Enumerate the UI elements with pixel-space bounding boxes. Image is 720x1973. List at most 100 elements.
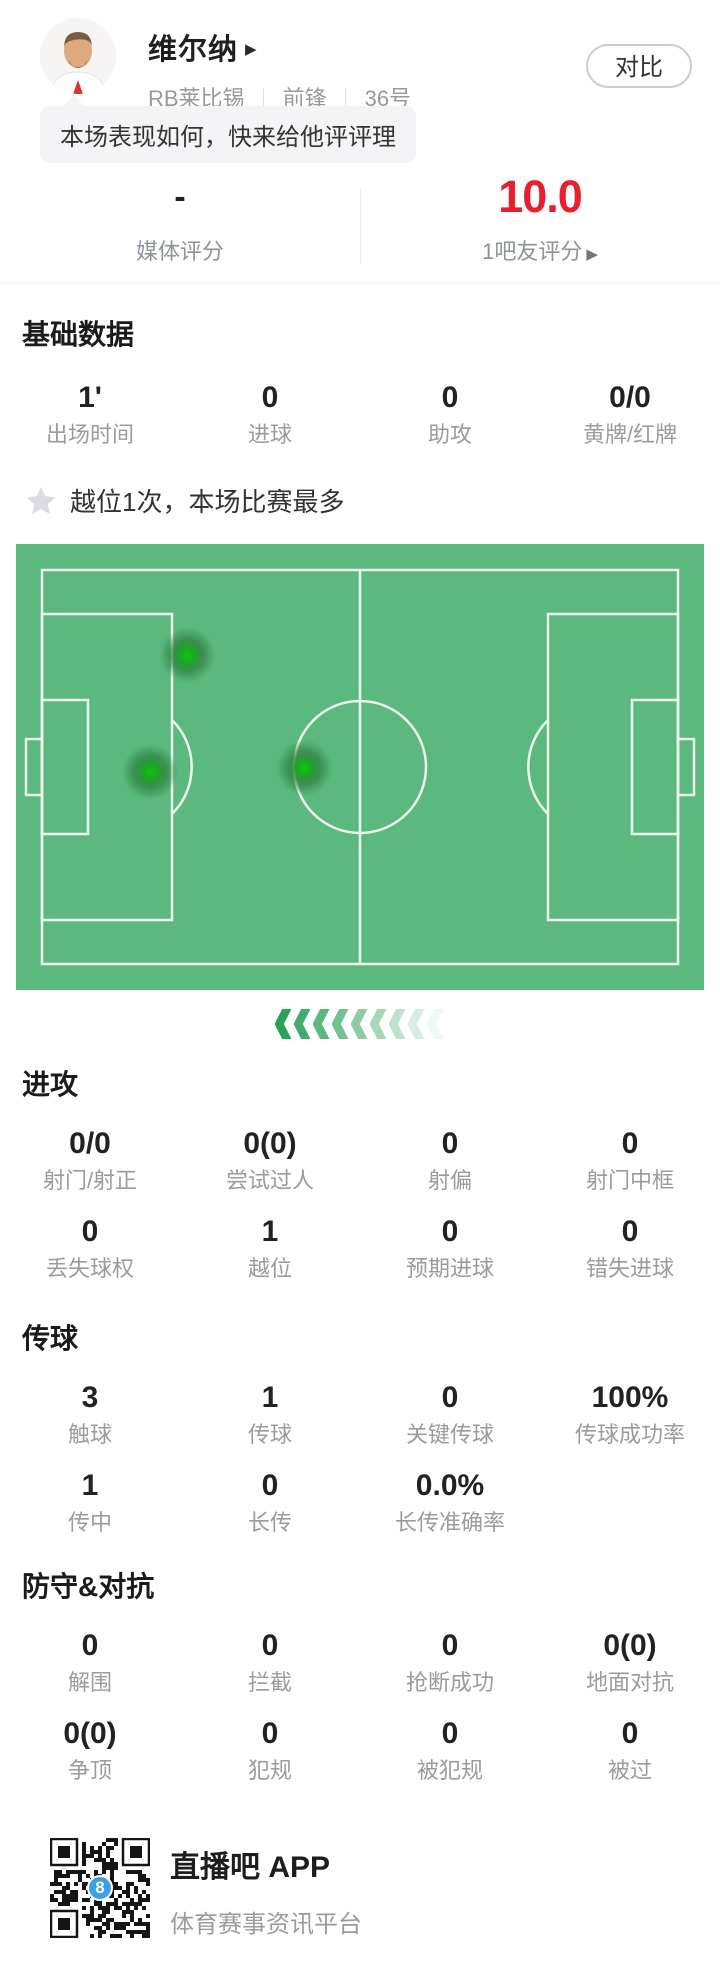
stat-cell: 0 犯规 (180, 1716, 360, 1786)
stat-cell: 0 错失进球 (540, 1214, 720, 1284)
app-tagline: 体育赛事资讯平台 (170, 1911, 362, 1938)
stat-value: 0 (441, 381, 459, 414)
meta-separator: ｜ (253, 88, 274, 111)
vertical-divider (360, 188, 361, 264)
stat-value: 0/0 (69, 1127, 111, 1160)
stat-value: 0(0) (603, 1629, 657, 1662)
stat-label: 犯规 (247, 1758, 292, 1783)
stat-label: 尝试过人 (225, 1168, 314, 1193)
stat-cell: 0 拦截 (180, 1628, 360, 1698)
stat-cell-empty (540, 1468, 720, 1538)
pitch-lines (24, 568, 696, 966)
footer-text: 直播吧 APP 体育赛事资讯平台 (170, 1842, 362, 1939)
basic-data-title: 基础数据 (22, 319, 135, 350)
chevron-left-icon (369, 1009, 387, 1039)
stat-value: 0 (81, 1215, 99, 1248)
player-avatar[interactable] (40, 18, 116, 94)
section-divider (0, 283, 720, 284)
stat-value: 1' (78, 381, 102, 414)
attack-row-1: 0/0 射门/射正 0(0) 尝试过人 0 射偏 0 射门中框 (0, 1126, 720, 1196)
media-rating-label: 媒体评分 (135, 239, 224, 264)
stat-label: 地面对抗 (585, 1670, 674, 1695)
chevron-left-icon (350, 1009, 368, 1039)
stat-label: 长传准确率 (394, 1510, 505, 1535)
basic-data-row: 1' 出场时间 0 进球 0 助攻 0/0 黄牌/红牌 (0, 380, 720, 450)
stat-cell: 1 越位 (180, 1214, 360, 1284)
player-name-link[interactable]: 维尔纳 ▶ (148, 26, 411, 68)
app-promo-footer: 8 直播吧 APP 体育赛事资讯平台 (0, 1836, 720, 1956)
stat-cell: 0 射门中框 (540, 1126, 720, 1196)
stat-cell: 0/0 黄牌/红牌 (540, 380, 720, 450)
stat-value: 0.0% (415, 1469, 485, 1502)
meta-separator: ｜ (335, 88, 356, 111)
stat-value: 1 (81, 1469, 99, 1502)
star-icon (26, 486, 56, 514)
stat-cell: 0/0 射门/射正 (0, 1126, 180, 1196)
stat-cell: 1 传中 (0, 1468, 180, 1538)
stat-value: 0(0) (63, 1717, 117, 1750)
stat-value: 0 (621, 1717, 639, 1750)
player-header: 维尔纳 ▶ RB莱比锡 ｜ 前锋 ｜ 36号 对比 (0, 16, 720, 111)
stat-label: 拦截 (247, 1670, 292, 1695)
defense-title: 防守&对抗 (22, 1571, 155, 1602)
stat-value: 100% (591, 1381, 669, 1414)
stat-value: 1 (261, 1381, 279, 1414)
chevron-left-icon (388, 1009, 406, 1039)
heat-spot (122, 743, 179, 800)
attack-section: 进攻 0/0 射门/射正 0(0) 尝试过人 0 射偏 0 射门中框 0 丢失球权 1 越位… (0, 1068, 720, 1284)
stat-label: 出场时间 (45, 422, 134, 447)
stat-cell: 0(0) 尝试过人 (180, 1126, 360, 1196)
passing-title: 传球 (22, 1323, 79, 1354)
highlight-note: 越位1次，本场比赛最多 (22, 482, 698, 519)
defense-row-2: 0(0) 争顶 0 犯规 0 被犯规 0 被过 (0, 1716, 720, 1786)
attack-row-2: 0 丢失球权 1 越位 0 预期进球 0 错失进球 (0, 1214, 720, 1284)
stat-cell: 1' 出场时间 (0, 380, 180, 450)
stat-cell: 0(0) 地面对抗 (540, 1628, 720, 1698)
stat-value: 0 (441, 1717, 459, 1750)
passing-row-1: 3 触球 1 传球 0 关键传球 100% 传球成功率 (0, 1380, 720, 1450)
rate-prompt-bubble[interactable]: 本场表现如何，快来给他评评理 (40, 106, 416, 163)
stat-cell: 0 解围 (0, 1628, 180, 1698)
stat-label: 长传 (247, 1510, 292, 1535)
stat-value: 0 (441, 1127, 459, 1160)
fans-rating: 10.0 1吧友评分 ▶ (360, 170, 720, 280)
stat-cell: 0 助攻 (360, 380, 540, 450)
stat-value: 0 (261, 1717, 279, 1750)
stat-value: 0 (621, 1127, 639, 1160)
passing-row-2: 1 传中 0 长传 0.0% 长传准确率 (0, 1468, 720, 1538)
stat-value: 0 (261, 381, 279, 414)
stat-value: 3 (81, 1381, 99, 1414)
stat-cell: 3 触球 (0, 1380, 180, 1450)
compare-button[interactable]: 对比 (586, 44, 692, 88)
app-logo-badge: 8 (87, 1875, 113, 1901)
stat-cell: 0 抢断成功 (360, 1628, 540, 1698)
chevron-right-icon: ▶ (586, 246, 598, 263)
stat-cell: 0 长传 (180, 1468, 360, 1538)
stat-label: 黄牌/红牌 (582, 422, 678, 447)
heat-spot (276, 739, 333, 796)
stat-label: 被过 (607, 1758, 652, 1783)
stat-cell: 0 预期进球 (360, 1214, 540, 1284)
stat-label: 射门/射正 (42, 1168, 138, 1193)
stat-cell: 0 射偏 (360, 1126, 540, 1196)
stat-value: 0 (441, 1381, 459, 1414)
name-caret-icon: ▶ (245, 40, 257, 58)
stat-label: 抢断成功 (405, 1670, 494, 1695)
pitch-heatmap (16, 544, 704, 990)
fans-rating-link[interactable]: 1吧友评分 ▶ (360, 234, 720, 266)
defense-section: 防守&对抗 0 解围 0 拦截 0 抢断成功 0(0) 地面对抗 0(0) 争顶 0 犯规 … (0, 1570, 720, 1786)
stat-label: 传中 (67, 1510, 112, 1535)
stat-label: 传球成功率 (574, 1422, 685, 1447)
heat-spot (159, 627, 216, 684)
stat-value: 0 (261, 1469, 279, 1502)
qr-code: 8 (49, 1837, 151, 1939)
defense-row-1: 0 解围 0 拦截 0 抢断成功 0(0) 地面对抗 (0, 1628, 720, 1698)
stat-cell: 1 传球 (180, 1380, 360, 1450)
stat-value: 0 (81, 1629, 99, 1662)
stat-cell: 0 关键传球 (360, 1380, 540, 1450)
highlight-text: 越位1次，本场比赛最多 (70, 487, 345, 517)
media-rating: - 媒体评分 (0, 170, 360, 280)
stat-value: 0(0) (243, 1127, 297, 1160)
stat-label: 进球 (247, 422, 292, 447)
